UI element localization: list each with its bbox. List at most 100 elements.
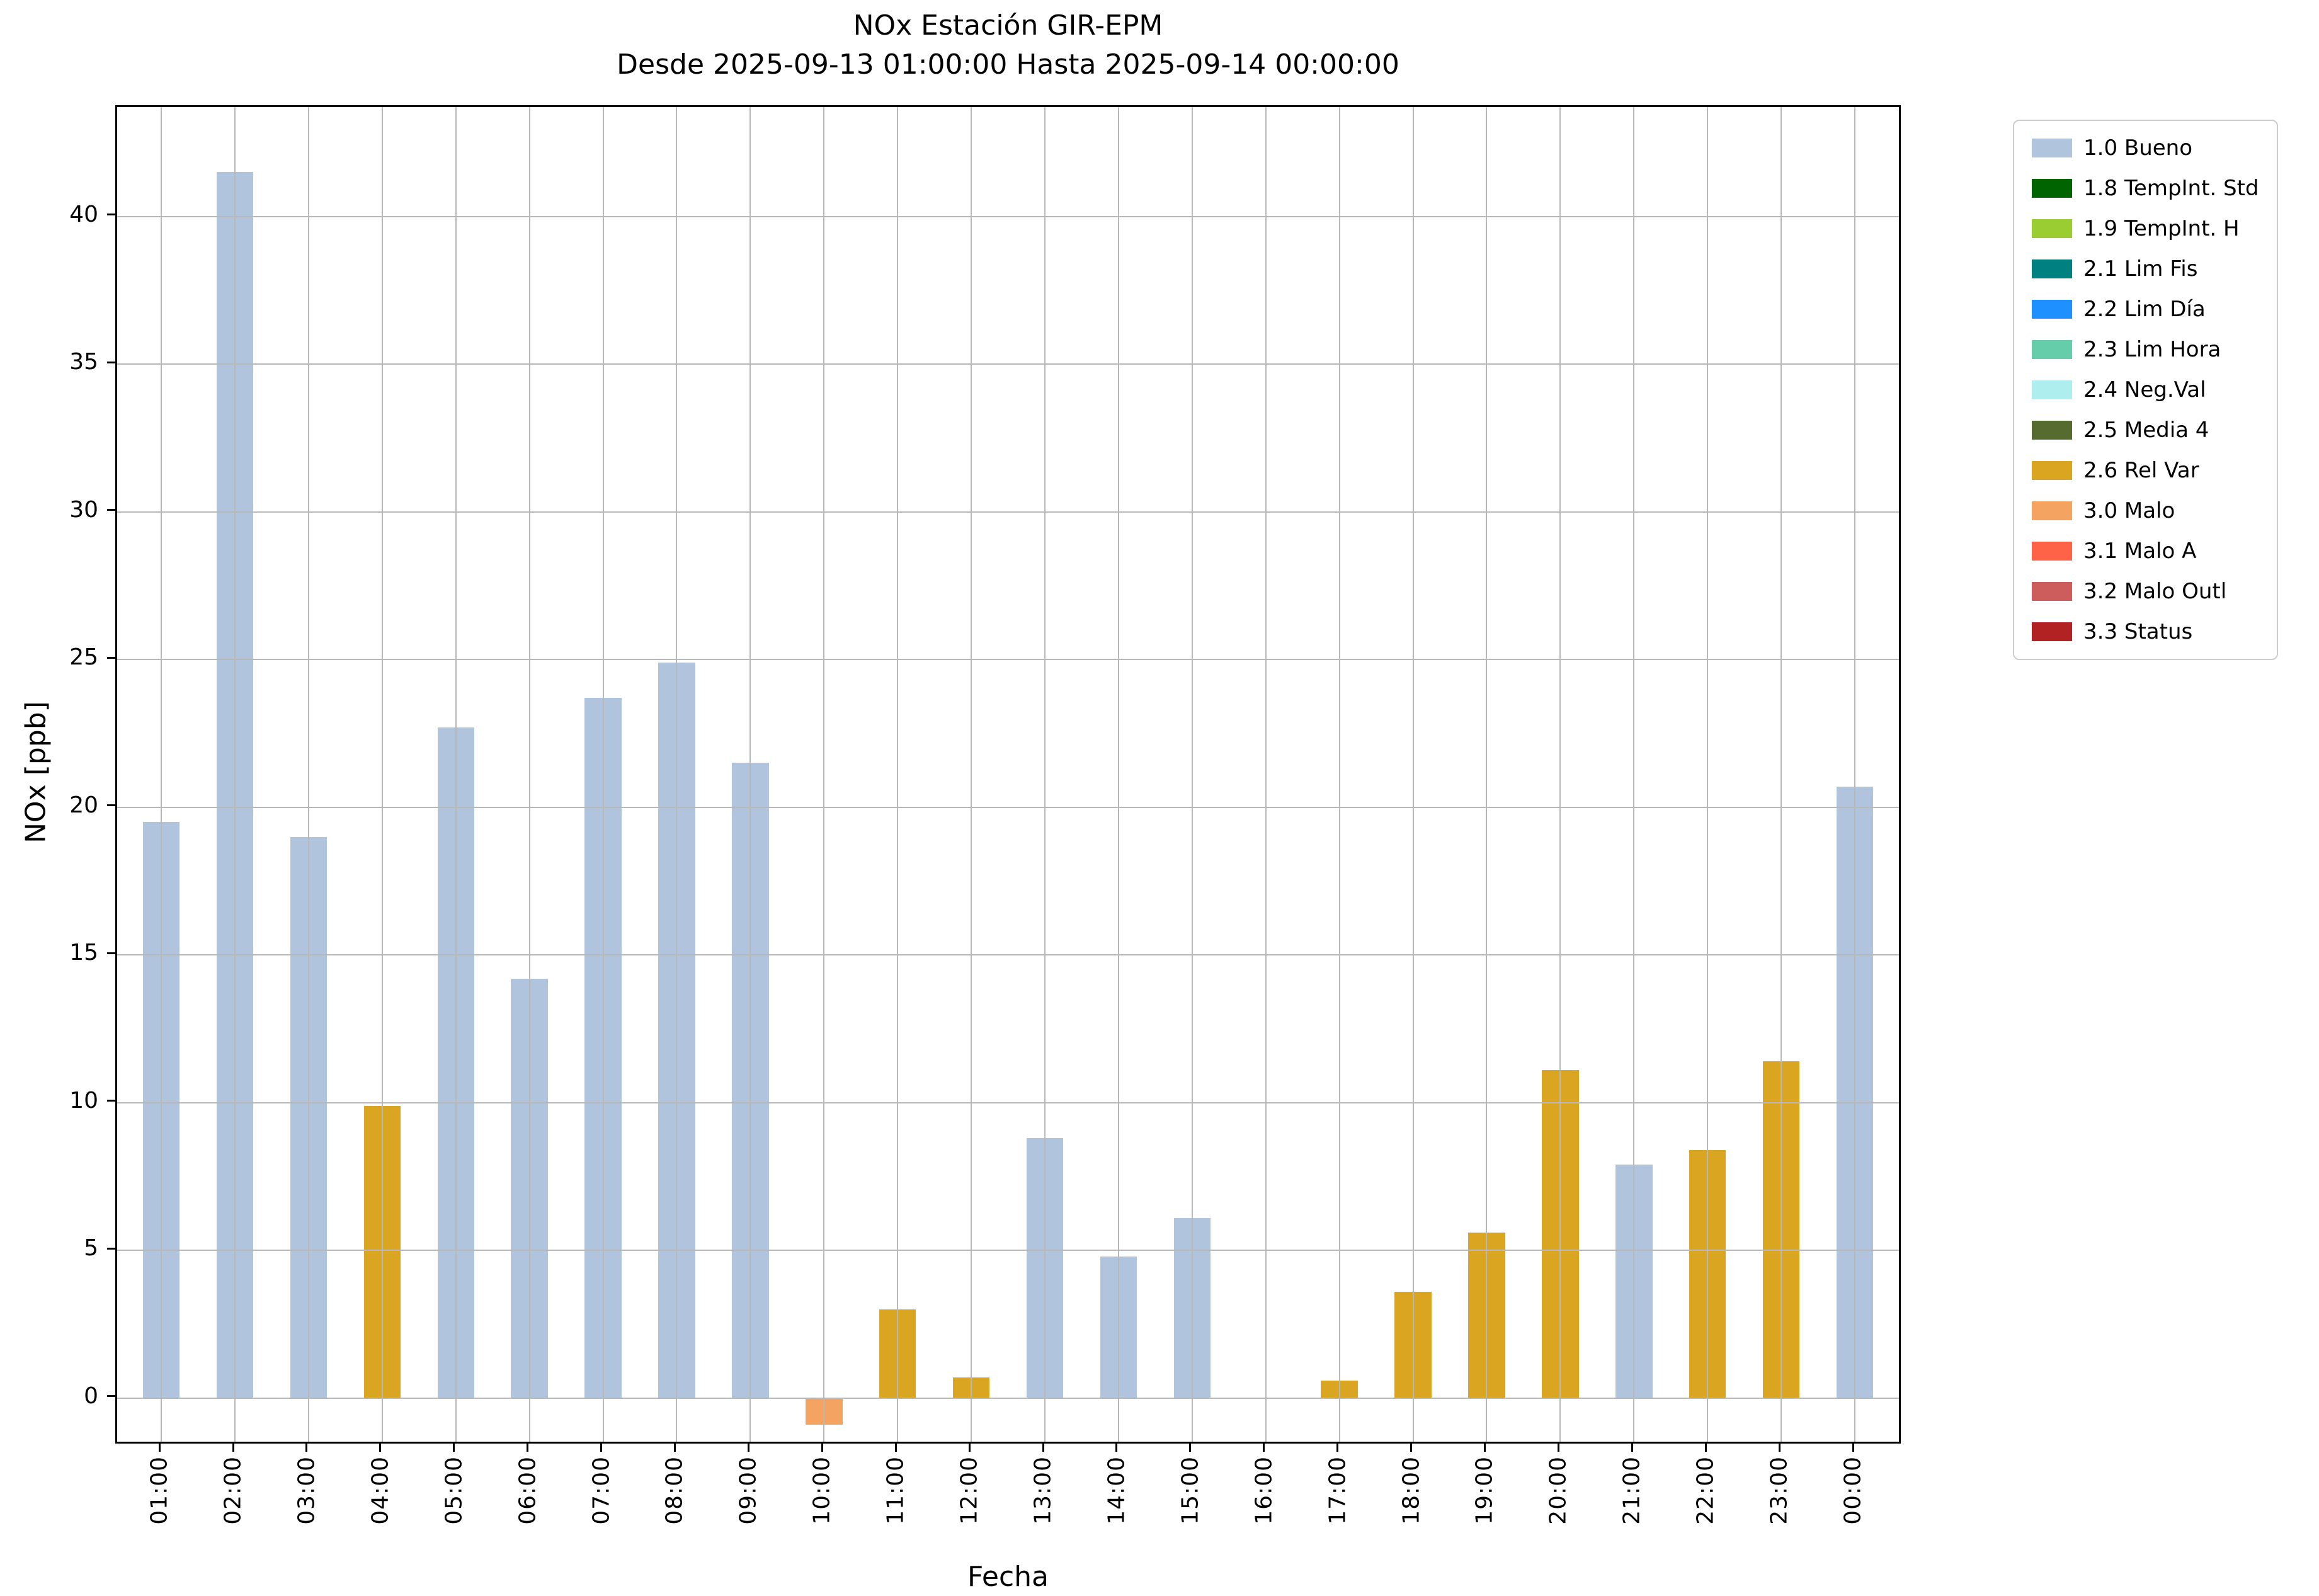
- gridline-h: [117, 659, 1899, 661]
- gridline-v: [1707, 107, 1709, 1442]
- legend-swatch: [2032, 179, 2072, 198]
- gridline-v: [1265, 107, 1267, 1442]
- legend: 1.0 Bueno 1.8 TempInt. Std 1.9 TempInt. H 2…: [2013, 120, 2278, 660]
- gridline-v: [823, 107, 825, 1442]
- x-tick-mark: [379, 1444, 382, 1452]
- legend-item: 1.8 TempInt. Std: [2032, 175, 2259, 202]
- y-tick-label: 30: [69, 496, 98, 523]
- y-tick-mark: [107, 509, 115, 511]
- x-tick-mark: [1778, 1444, 1781, 1452]
- legend-label: 1.0 Bueno: [2083, 135, 2193, 161]
- x-tick-mark: [1704, 1444, 1707, 1452]
- legend-item: 2.1 Lim Fis: [2032, 256, 2259, 282]
- gridline-v: [1191, 107, 1193, 1442]
- x-tick-mark: [1631, 1444, 1633, 1452]
- x-tick-mark: [894, 1444, 897, 1452]
- legend-swatch: [2032, 340, 2072, 359]
- gridline-v: [1854, 107, 1855, 1442]
- gridline-v: [602, 107, 604, 1442]
- gridline-h: [117, 363, 1899, 365]
- gridline-v: [1486, 107, 1488, 1442]
- legend-item: 3.1 Malo A: [2032, 538, 2259, 564]
- y-axis-label: NOx [ppb]: [20, 701, 52, 843]
- gridline-v: [307, 107, 309, 1442]
- x-tick-mark: [1852, 1444, 1854, 1452]
- x-tick-mark: [1410, 1444, 1413, 1452]
- x-tick-label: 15:00: [1177, 1456, 1204, 1525]
- legend-item: 2.6 Rel Var: [2032, 457, 2259, 484]
- y-tick-mark: [107, 1100, 115, 1102]
- legend-swatch: [2032, 380, 2072, 399]
- y-tick-label: 10: [69, 1087, 98, 1114]
- gridline-v: [1412, 107, 1414, 1442]
- gridline-v: [161, 107, 162, 1442]
- x-tick-label: 07:00: [588, 1456, 615, 1525]
- gridline-v: [1338, 107, 1340, 1442]
- x-tick-mark: [1336, 1444, 1339, 1452]
- legend-label: 1.9 TempInt. H: [2083, 216, 2240, 241]
- gridline-h: [117, 1250, 1899, 1251]
- x-tick-mark: [821, 1444, 823, 1452]
- x-tick-label: 13:00: [1030, 1456, 1056, 1525]
- legend-label: 1.8 TempInt. Std: [2083, 176, 2259, 201]
- x-tick-mark: [600, 1444, 603, 1452]
- legend-swatch: [2032, 501, 2072, 520]
- x-tick-mark: [1483, 1444, 1486, 1452]
- legend-label: 2.2 Lim Día: [2083, 297, 2206, 322]
- legend-item: 1.0 Bueno: [2032, 135, 2259, 161]
- y-tick-mark: [107, 361, 115, 363]
- legend-label: 3.0 Malo: [2083, 498, 2175, 523]
- y-tick-mark: [107, 1247, 115, 1250]
- x-tick-label: 01:00: [146, 1456, 173, 1525]
- x-tick-label: 11:00: [882, 1456, 909, 1525]
- legend-swatch: [2032, 139, 2072, 157]
- plot-area: [115, 105, 1901, 1444]
- gridline-v: [455, 107, 457, 1442]
- x-tick-label: 21:00: [1619, 1456, 1645, 1525]
- x-tick-mark: [1042, 1444, 1044, 1452]
- legend-item: 1.9 TempInt. H: [2032, 215, 2259, 242]
- x-tick-mark: [968, 1444, 971, 1452]
- x-tick-mark: [232, 1444, 234, 1452]
- legend-swatch: [2032, 542, 2072, 561]
- x-tick-mark: [747, 1444, 749, 1452]
- x-tick-mark: [673, 1444, 676, 1452]
- gridline-h: [117, 1397, 1899, 1399]
- gridline-h: [117, 1102, 1899, 1103]
- x-tick-mark: [158, 1444, 161, 1452]
- legend-item: 3.3 Status: [2032, 618, 2259, 645]
- gridline-h: [117, 954, 1899, 956]
- x-tick-mark: [1189, 1444, 1192, 1452]
- y-tick-mark: [107, 214, 115, 216]
- legend-label: 2.4 Neg.Val: [2083, 377, 2206, 402]
- y-tick-label: 20: [69, 792, 98, 818]
- x-tick-label: 16:00: [1251, 1456, 1277, 1525]
- gridline-v: [1044, 107, 1046, 1442]
- legend-swatch: [2032, 622, 2072, 641]
- gridline-v: [234, 107, 236, 1442]
- gridline-h: [117, 511, 1899, 513]
- x-tick-label: 20:00: [1545, 1456, 1571, 1525]
- x-tick-label: 22:00: [1692, 1456, 1719, 1525]
- x-tick-label: 02:00: [220, 1456, 246, 1525]
- gridline-h: [117, 215, 1899, 217]
- legend-swatch: [2032, 219, 2072, 238]
- y-tick-label: 25: [69, 644, 98, 671]
- legend-swatch: [2032, 421, 2072, 440]
- gridline-v: [528, 107, 530, 1442]
- gridline-v: [1117, 107, 1119, 1442]
- x-tick-label: 14:00: [1103, 1456, 1130, 1525]
- legend-label: 3.2 Malo Outl: [2083, 579, 2227, 604]
- gridline-v: [1633, 107, 1635, 1442]
- x-tick-label: 18:00: [1398, 1456, 1425, 1525]
- x-tick-label: 19:00: [1471, 1456, 1498, 1525]
- legend-label: 3.3 Status: [2083, 619, 2193, 644]
- y-tick-mark: [107, 1395, 115, 1398]
- y-tick-label: 0: [84, 1382, 98, 1409]
- legend-swatch: [2032, 582, 2072, 601]
- gridline-v: [1559, 107, 1561, 1442]
- gridline-v: [381, 107, 383, 1442]
- legend-label: 2.1 Lim Fis: [2083, 256, 2198, 282]
- x-tick-label: 08:00: [661, 1456, 688, 1525]
